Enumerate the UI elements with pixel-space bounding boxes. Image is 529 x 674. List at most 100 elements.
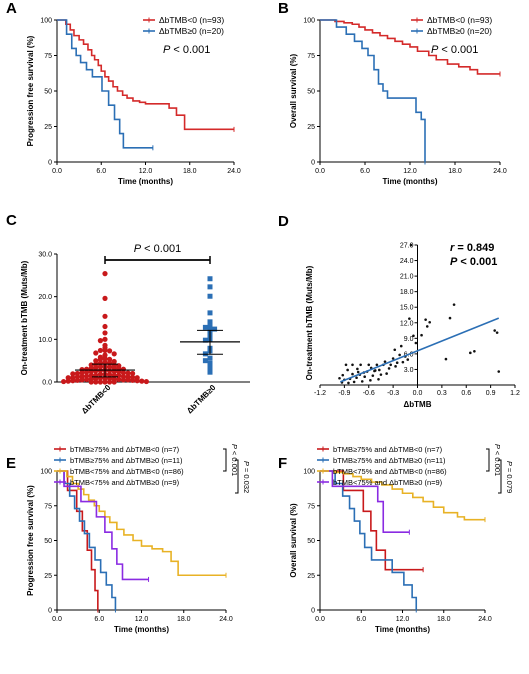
data-point	[74, 377, 80, 383]
data-point	[360, 380, 364, 383]
y-tick-label: 0	[311, 160, 315, 167]
y-tick-label: 50	[307, 538, 315, 545]
x-tick-label: 24.0	[478, 616, 492, 623]
data-point	[207, 319, 213, 325]
data-point	[207, 293, 213, 299]
data-point	[107, 379, 113, 385]
panel-c: C 0.0 10.0 20.0 30.0 On-treatment bTMB (Muts/…	[6, 212, 250, 416]
y-axis-label: On-treatment bTMB (Muts/Mb)	[305, 265, 314, 380]
data-point	[495, 331, 499, 334]
data-point	[97, 356, 103, 362]
y-tick-label: 100	[40, 18, 52, 25]
x-tick-label: 0.0	[52, 616, 62, 623]
bracket-2	[235, 459, 239, 494]
bracket-p-value-2: P = 0.032	[242, 461, 251, 493]
y-tick-label: 50	[44, 538, 52, 545]
legend-entry-1: ΔbTMB<0 (n=93)	[159, 15, 224, 25]
y-tick-label: 27.0	[400, 243, 414, 250]
bracket-1	[486, 448, 490, 472]
series-line-3	[57, 470, 226, 577]
data-point	[207, 360, 213, 366]
y-tick-label: 21.0	[400, 274, 414, 281]
data-point	[107, 356, 113, 362]
data-point	[389, 363, 392, 367]
data-point	[120, 377, 126, 383]
data-point	[143, 378, 149, 385]
panel-letter: C	[6, 212, 17, 229]
data-point	[212, 326, 218, 332]
x-tick-label: 0.3	[437, 390, 447, 397]
data-point	[207, 276, 213, 282]
p-value: P < 0.001	[431, 44, 478, 56]
data-point	[369, 379, 372, 382]
x-tick-label: -1.2	[314, 390, 326, 397]
legend-entry-4: bTMB<75% and ΔbTMB≥0 (n=9)	[70, 478, 180, 487]
p-value: P < 0.001	[134, 243, 181, 255]
data-point	[452, 303, 456, 306]
data-point	[409, 243, 413, 247]
y-tick-label: 0	[48, 608, 52, 615]
data-point	[346, 368, 349, 372]
y-axis-label: On-treatment bTMB (Muts/Mb)	[20, 260, 29, 375]
x-tick-label: 6.0	[356, 616, 366, 623]
data-point	[107, 348, 113, 354]
y-tick-label: 25	[307, 124, 315, 131]
data-point	[207, 369, 213, 375]
data-point	[107, 372, 113, 378]
data-point	[111, 351, 117, 357]
panel-letter: B	[278, 0, 289, 17]
y-tick-label: 18.0	[400, 289, 414, 296]
data-point	[338, 376, 341, 380]
data-point	[414, 341, 418, 345]
x-tick-label: 0.0	[413, 390, 423, 397]
data-point	[84, 376, 90, 383]
data-point	[385, 372, 388, 375]
panel-b: B 0.0 6.0 12.0 18.0 24.0 0 25 50 75 100 Time (month…	[278, 0, 507, 186]
data-point	[125, 377, 131, 383]
data-point	[61, 378, 67, 385]
data-point	[424, 318, 427, 321]
y-tick-label: 10.0	[38, 337, 52, 344]
x-tick-label: 6.0	[96, 168, 106, 175]
x-tick-label: -0.9	[338, 390, 350, 397]
data-point	[341, 373, 345, 377]
bracket-p-value-1: P < 0.001	[230, 444, 239, 476]
data-point	[97, 371, 103, 377]
data-point	[84, 369, 90, 375]
data-point	[70, 371, 76, 377]
y-tick-label: 3.0	[404, 367, 414, 374]
data-point	[356, 367, 359, 371]
x-tick-label: -0.6	[363, 390, 375, 397]
x-tick-label: 0.0	[52, 168, 62, 175]
x-tick-label: 12.0	[139, 168, 153, 175]
y-tick-label: 25	[44, 124, 52, 131]
data-point	[401, 360, 405, 364]
y-tick-label: 100	[303, 469, 315, 476]
data-point	[102, 313, 108, 319]
panel-f: F 0.0 6.0 12.0 18.0 24.0 0 25 50 75 100 Time (month…	[278, 444, 514, 634]
data-point	[379, 373, 383, 376]
data-point	[391, 357, 395, 360]
legend-entry-2: ΔbTMB≥0 (n=20)	[159, 26, 224, 36]
data-point	[347, 381, 350, 385]
data-point	[97, 364, 103, 370]
y-axis-label: Overall survival (%)	[289, 503, 298, 578]
bracket-p-value-2: P = 0.079	[505, 461, 514, 493]
data-point	[107, 364, 113, 370]
y-tick-label: 12.0	[400, 320, 414, 327]
data-point	[93, 379, 99, 385]
data-point	[393, 348, 397, 352]
data-point	[202, 358, 208, 364]
data-point	[406, 358, 410, 361]
data-point	[79, 377, 85, 383]
data-point	[408, 317, 411, 320]
data-point	[394, 365, 397, 368]
x-tick-label: 18.0	[448, 168, 462, 175]
data-point	[130, 370, 136, 377]
x-tick-label: 0.6	[461, 390, 471, 397]
y-tick-label: 25	[307, 573, 315, 580]
data-point	[497, 370, 501, 373]
series-line-4	[57, 470, 149, 581]
legend-entry-2: bTMB≥75% and ΔbTMB≥0 (n=11)	[70, 456, 183, 465]
legend-entry-1: bTMB≥75% and ΔbTMB<0 (n=7)	[333, 445, 443, 454]
